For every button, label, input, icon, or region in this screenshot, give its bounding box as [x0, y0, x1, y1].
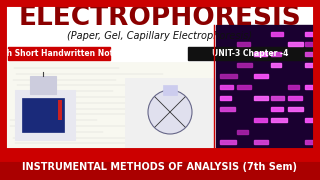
Bar — [254, 140, 268, 144]
Bar — [237, 85, 251, 89]
Bar — [305, 140, 320, 144]
Circle shape — [148, 90, 192, 134]
Text: With Short Handwritten Notes!: With Short Handwritten Notes! — [0, 49, 126, 58]
Bar — [237, 63, 252, 67]
Bar — [271, 32, 283, 36]
Bar — [305, 42, 318, 46]
Bar — [271, 118, 287, 122]
Bar — [220, 140, 236, 144]
Bar — [30, 76, 56, 94]
Bar — [254, 74, 268, 78]
Bar — [305, 85, 320, 89]
Bar — [0, 155, 320, 180]
Bar — [163, 85, 177, 95]
Bar — [237, 42, 250, 46]
Text: UNIT-3 Chapter -4: UNIT-3 Chapter -4 — [212, 49, 288, 58]
Bar — [288, 42, 303, 46]
Bar — [216, 25, 314, 152]
Bar — [254, 118, 267, 122]
Bar — [288, 96, 302, 100]
Text: ELECTROPHORESIS: ELECTROPHORESIS — [19, 5, 301, 31]
Text: (Paper, Gel, Capillary Electrophoresis): (Paper, Gel, Capillary Electrophoresis) — [68, 31, 252, 41]
Bar — [305, 63, 316, 67]
Bar — [271, 63, 281, 67]
Bar — [305, 32, 320, 36]
Bar — [8, 47, 110, 60]
Bar — [15, 90, 75, 140]
Bar — [220, 96, 231, 100]
Bar — [188, 47, 312, 60]
Bar — [305, 52, 320, 56]
Bar — [125, 78, 213, 150]
Bar — [271, 96, 284, 100]
Bar — [22, 98, 64, 132]
Bar — [237, 130, 248, 134]
Bar — [58, 100, 62, 120]
Bar — [254, 52, 267, 56]
Bar — [288, 85, 299, 89]
Text: INSTRUMENTAL METHODS OF ANALYSIS (7th Sem): INSTRUMENTAL METHODS OF ANALYSIS (7th Se… — [22, 162, 298, 172]
Bar — [271, 107, 283, 111]
Bar — [288, 107, 303, 111]
Bar — [220, 85, 233, 89]
Bar — [254, 96, 268, 100]
Bar — [220, 74, 237, 78]
Bar — [305, 118, 315, 122]
Bar — [271, 52, 281, 56]
Bar — [220, 107, 235, 111]
Bar — [6, 62, 214, 152]
